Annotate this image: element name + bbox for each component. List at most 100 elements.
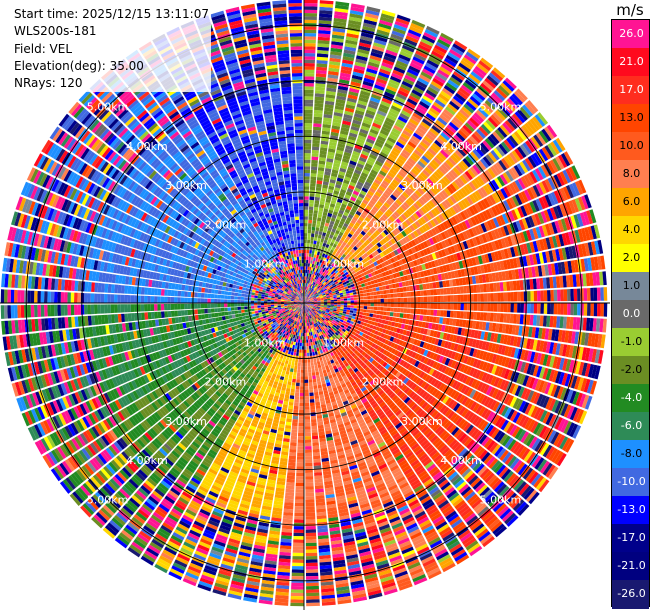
velocity-bin bbox=[331, 246, 336, 251]
velocity-bin bbox=[373, 119, 383, 126]
velocity-bin bbox=[383, 307, 388, 312]
velocity-bin bbox=[331, 258, 335, 263]
velocity-bin bbox=[561, 233, 568, 246]
velocity-bin bbox=[384, 270, 390, 276]
velocity-bin bbox=[381, 97, 392, 105]
velocity-bin bbox=[333, 286, 338, 290]
velocity-bin bbox=[314, 261, 318, 265]
velocity-bin bbox=[313, 299, 317, 301]
velocity-bin bbox=[376, 278, 382, 283]
velocity-bin bbox=[323, 239, 328, 244]
velocity-bin bbox=[312, 129, 321, 134]
velocity-bin bbox=[472, 149, 482, 160]
velocity-bin bbox=[310, 277, 313, 281]
velocity-bin bbox=[396, 60, 408, 68]
velocity-bin bbox=[405, 101, 416, 109]
velocity-bin bbox=[567, 303, 571, 315]
velocity-bin bbox=[438, 93, 450, 103]
velocity-bin bbox=[337, 89, 348, 94]
velocity-bin bbox=[563, 289, 568, 302]
velocity-bin bbox=[317, 173, 324, 178]
velocity-bin bbox=[373, 87, 384, 94]
velocity-bin bbox=[329, 284, 333, 288]
velocity-bin bbox=[340, 72, 351, 78]
velocity-bin bbox=[372, 275, 377, 280]
velocity-bin bbox=[478, 234, 485, 244]
velocity-bin bbox=[378, 71, 390, 79]
velocity-bin bbox=[456, 177, 465, 187]
velocity-bin bbox=[416, 258, 421, 266]
velocity-bin bbox=[325, 279, 329, 283]
velocity-bin bbox=[329, 54, 342, 60]
velocity-bin bbox=[353, 68, 365, 74]
velocity-bin bbox=[389, 152, 398, 160]
velocity-bin bbox=[441, 189, 449, 199]
velocity-bin bbox=[474, 203, 482, 213]
velocity-bin bbox=[320, 300, 324, 302]
velocity-bin bbox=[470, 151, 480, 162]
velocity-bin bbox=[370, 234, 376, 240]
velocity-bin bbox=[380, 303, 384, 307]
velocity-bin bbox=[331, 266, 335, 271]
velocity-bin bbox=[320, 238, 325, 243]
velocity-bin bbox=[399, 239, 405, 246]
velocity-bin bbox=[371, 196, 378, 203]
velocity-bin bbox=[427, 86, 439, 96]
velocity-bin bbox=[402, 313, 407, 319]
velocity-bin bbox=[313, 210, 318, 214]
velocity-bin bbox=[342, 289, 346, 293]
velocity-bin bbox=[355, 278, 360, 283]
velocity-bin bbox=[369, 128, 379, 135]
velocity-bin bbox=[304, 63, 315, 67]
velocity-bin bbox=[319, 6, 333, 12]
velocity-bin bbox=[383, 311, 387, 316]
velocity-bin bbox=[413, 252, 419, 260]
velocity-bin bbox=[341, 262, 346, 267]
velocity-bin bbox=[571, 165, 581, 179]
velocity-bin bbox=[437, 295, 441, 302]
velocity-bin bbox=[371, 257, 376, 263]
velocity-bin bbox=[425, 133, 435, 142]
velocity-bin bbox=[321, 291, 325, 294]
velocity-bin bbox=[333, 162, 341, 168]
velocity-bin bbox=[529, 201, 537, 213]
velocity-bin bbox=[540, 290, 544, 302]
velocity-bin bbox=[309, 196, 315, 201]
velocity-bin bbox=[315, 230, 319, 235]
velocity-bin bbox=[363, 184, 370, 190]
velocity-bin bbox=[355, 243, 361, 249]
velocity-bin bbox=[345, 312, 350, 315]
velocity-bin bbox=[442, 87, 454, 97]
velocity-bin bbox=[360, 272, 365, 277]
velocity-bin bbox=[579, 212, 587, 226]
velocity-bin bbox=[406, 186, 414, 194]
velocity-bin bbox=[483, 198, 491, 208]
velocity-bin bbox=[318, 255, 322, 260]
velocity-bin bbox=[394, 278, 399, 283]
velocity-bin bbox=[514, 194, 523, 206]
velocity-bin bbox=[385, 117, 395, 125]
velocity-bin bbox=[412, 212, 420, 220]
velocity-bin bbox=[457, 129, 468, 140]
velocity-bin bbox=[308, 290, 310, 295]
velocity-bin bbox=[553, 190, 562, 204]
velocity-bin bbox=[330, 287, 335, 291]
velocity-bin bbox=[334, 204, 341, 210]
velocity-bin bbox=[393, 298, 398, 303]
velocity-bin bbox=[322, 181, 329, 186]
velocity-bin bbox=[332, 292, 337, 295]
velocity-bin bbox=[357, 196, 364, 202]
velocity-bin bbox=[377, 135, 386, 142]
velocity-bin bbox=[514, 179, 523, 191]
velocity-bin bbox=[570, 215, 578, 229]
velocity-bin bbox=[350, 208, 357, 214]
velocity-bin bbox=[465, 51, 479, 62]
velocity-bin bbox=[319, 288, 323, 292]
velocity-bin bbox=[319, 0, 334, 5]
velocity-bin bbox=[380, 294, 384, 299]
velocity-bin bbox=[503, 156, 513, 168]
velocity-bin bbox=[325, 262, 330, 267]
velocity-bin bbox=[377, 173, 385, 180]
velocity-bin bbox=[388, 215, 395, 223]
velocity-bin bbox=[550, 289, 554, 302]
